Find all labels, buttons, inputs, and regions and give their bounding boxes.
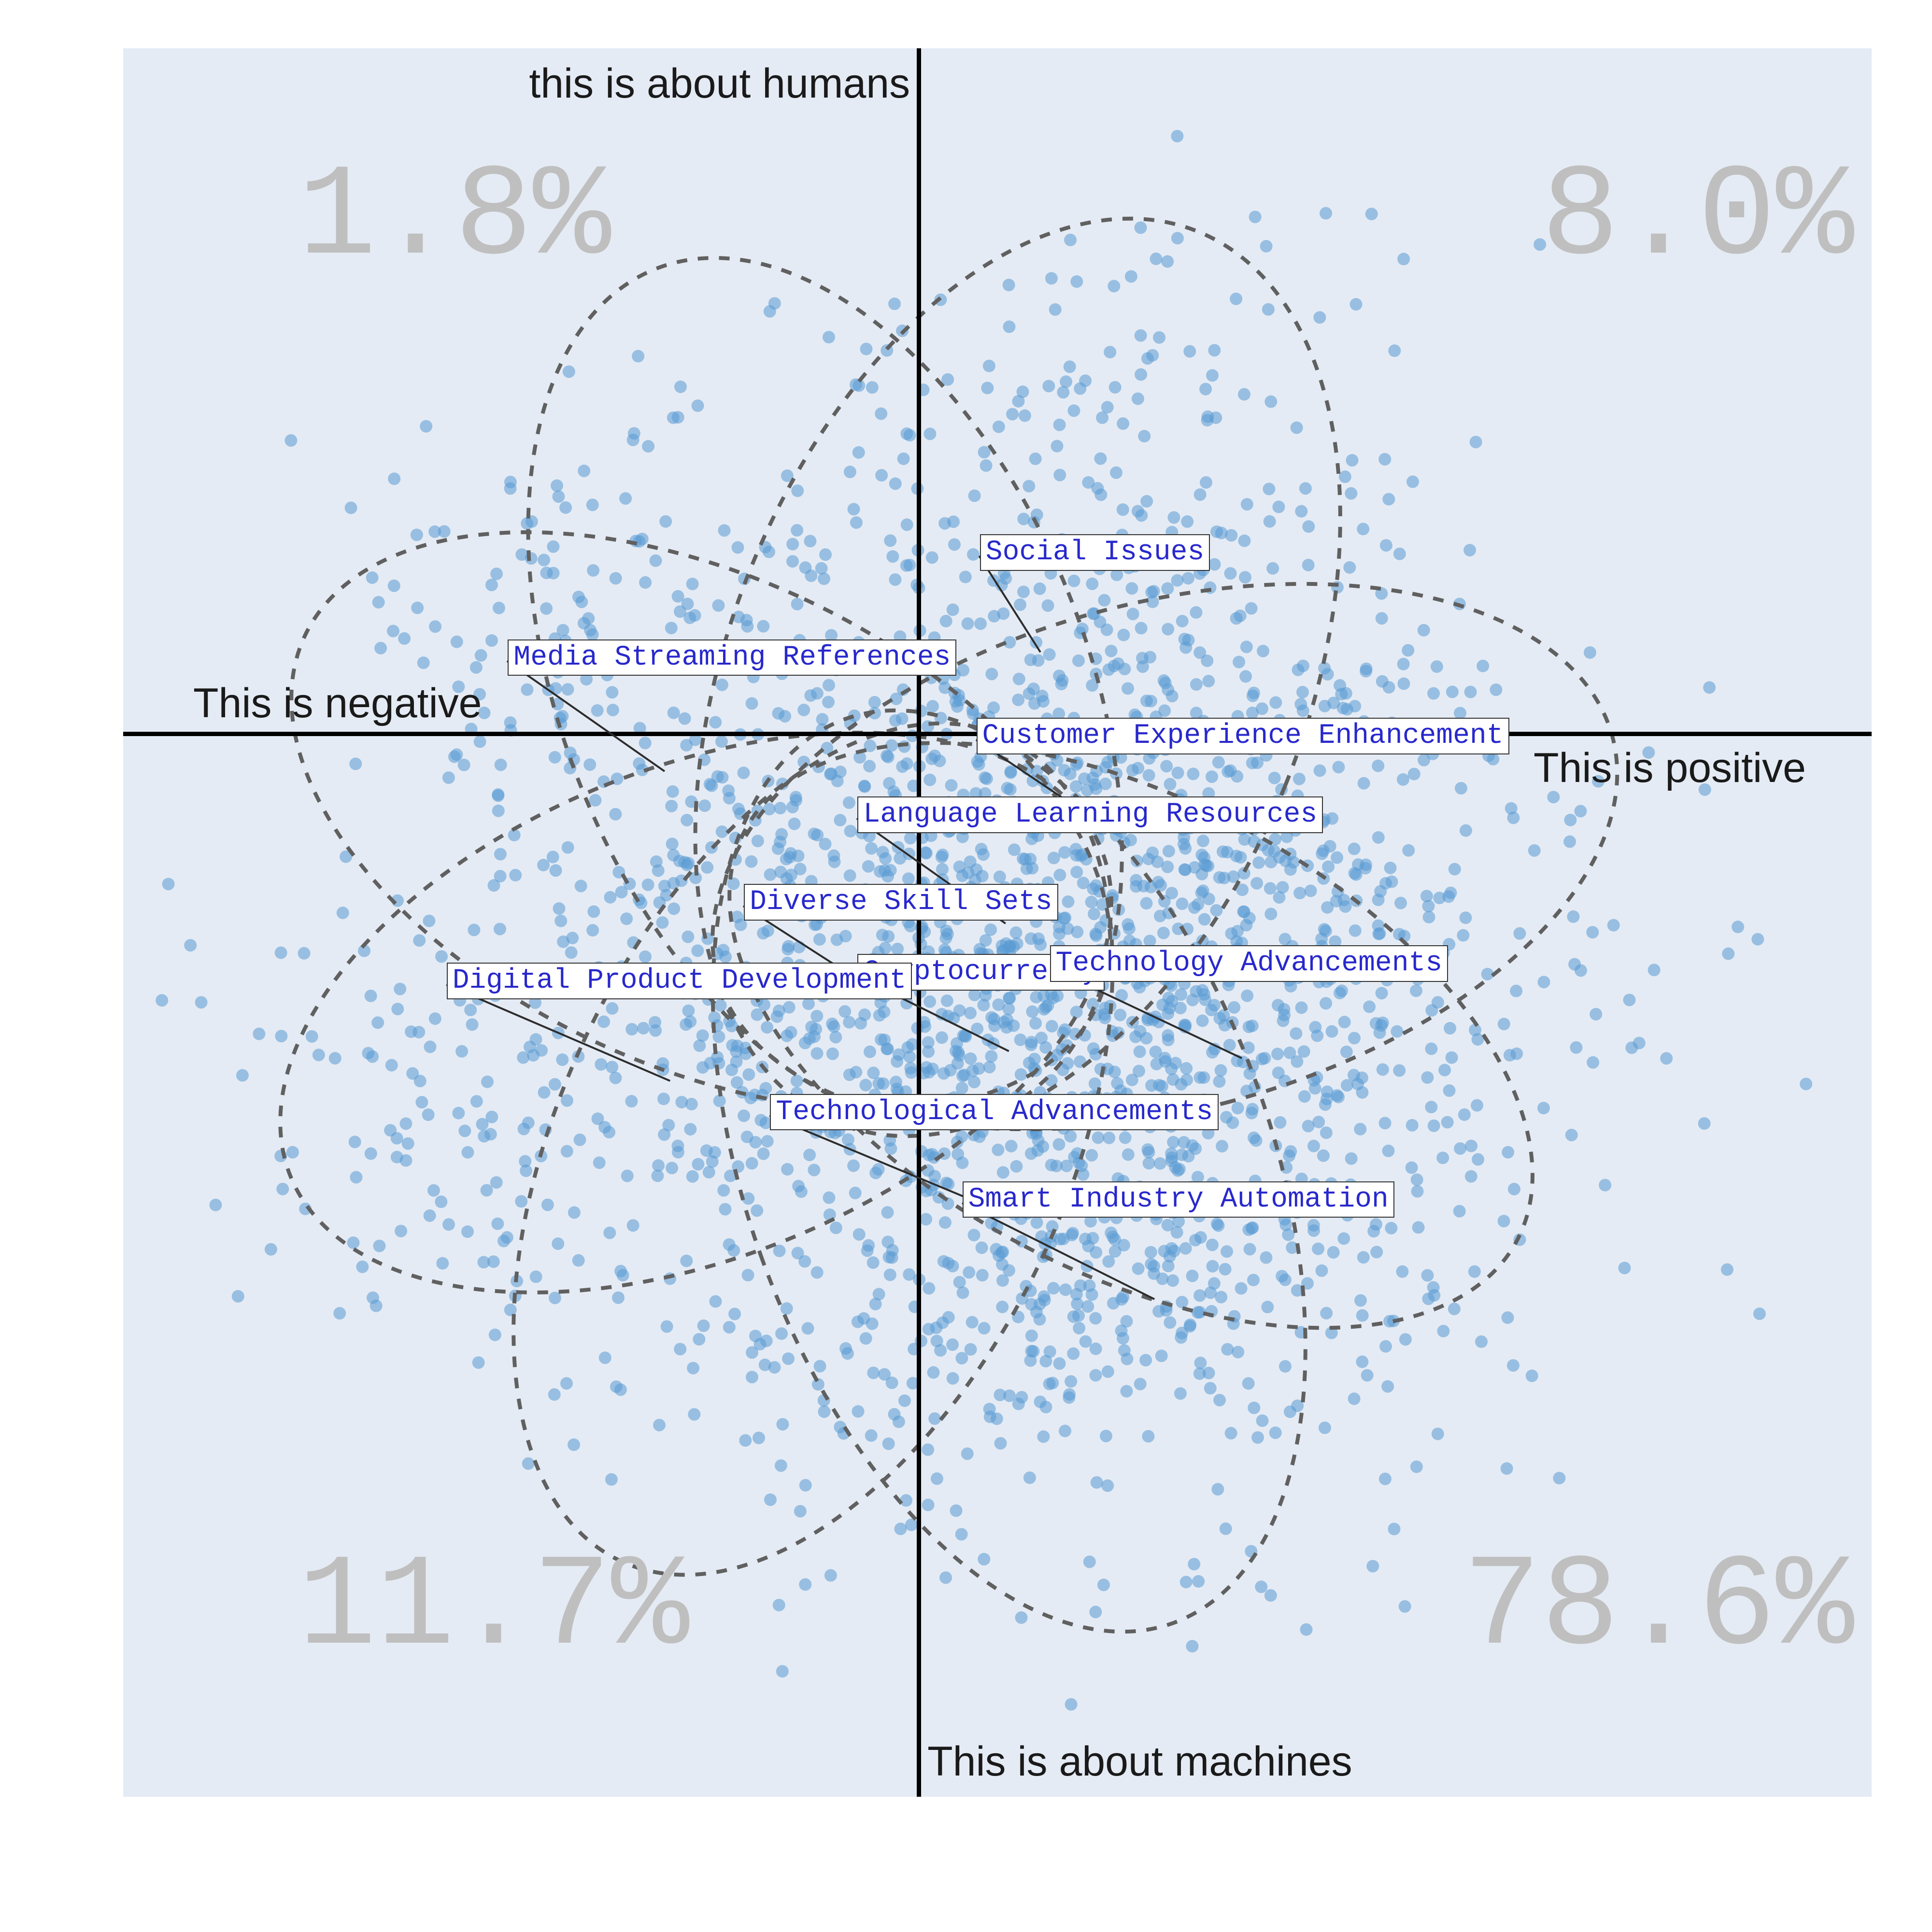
quadrant-percent-top-left: 1.8% xyxy=(298,153,611,284)
axis-label-positive: This is positive xyxy=(1534,747,1806,789)
cluster-label: Customer Experience Enhancement xyxy=(977,718,1509,754)
cluster-label: Social Issues xyxy=(980,534,1210,571)
quadrant-percent-bottom-left: 11.7% xyxy=(298,1543,689,1674)
cluster-label: Smart Industry Automation xyxy=(963,1181,1394,1218)
cluster-label: Technological Advancements xyxy=(770,1094,1219,1131)
axis-label-negative: This is negative xyxy=(193,682,482,724)
quadrant-percent-top-right: 8.0% xyxy=(1541,153,1854,284)
cluster-label: Digital Product Development xyxy=(447,963,912,999)
quadrant-percent-bottom-right: 78.6% xyxy=(1463,1543,1854,1674)
axis-label-humans: this is about humans xyxy=(529,63,910,104)
vertical-axis-line xyxy=(917,48,921,1797)
cluster-label: Language Learning Resources xyxy=(857,796,1323,833)
cluster-label: Diverse Skill Sets xyxy=(744,884,1058,921)
cluster-label: Technology Advancements xyxy=(1050,945,1449,982)
cluster-label: Media Streaming References xyxy=(508,639,956,676)
axis-label-machines: This is about machines xyxy=(927,1741,1352,1782)
